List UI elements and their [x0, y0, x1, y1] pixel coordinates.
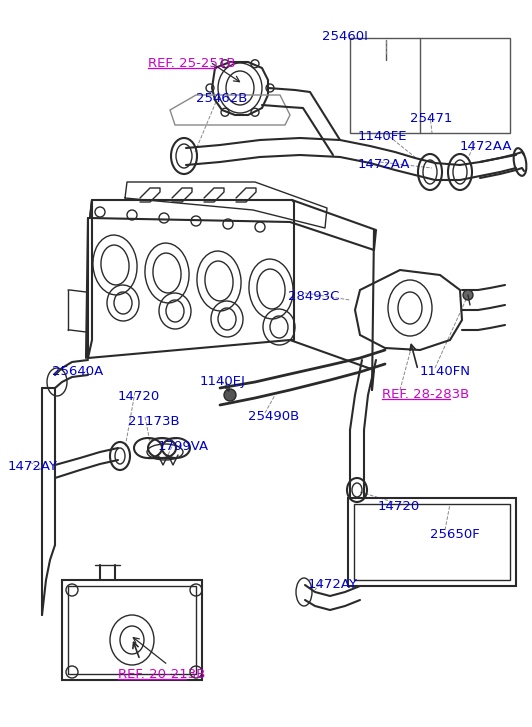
Text: 1472AA: 1472AA	[460, 140, 512, 153]
Text: 1140EJ: 1140EJ	[200, 375, 246, 388]
Text: 1140FE: 1140FE	[358, 130, 408, 143]
Text: REF. 20-213B: REF. 20-213B	[118, 668, 205, 681]
Text: 25640A: 25640A	[52, 365, 103, 378]
Text: 25460I: 25460I	[322, 30, 368, 43]
Text: 25462B: 25462B	[196, 92, 247, 105]
Bar	[354, 504, 510, 580]
Text: 1472AY: 1472AY	[8, 460, 58, 473]
Text: REF. 28-283B: REF. 28-283B	[382, 388, 469, 401]
Text: 14720: 14720	[378, 500, 420, 513]
Text: 1472AY: 1472AY	[308, 578, 358, 591]
Text: 1472AA: 1472AA	[358, 158, 411, 171]
Text: 1140FN: 1140FN	[420, 365, 471, 378]
Text: 28493C: 28493C	[288, 290, 339, 303]
Text: 14720: 14720	[118, 390, 160, 403]
Bar	[68, 586, 196, 674]
Text: 25490B: 25490B	[248, 410, 299, 423]
Bar	[348, 498, 516, 586]
Bar	[62, 580, 202, 680]
Text: REF. 25-251B: REF. 25-251B	[148, 57, 236, 70]
Text: 1799VA: 1799VA	[158, 440, 209, 453]
Text: 25650F: 25650F	[430, 528, 480, 541]
Text: 21173B: 21173B	[128, 415, 180, 428]
Ellipse shape	[463, 290, 473, 300]
Bar	[350, 38, 510, 133]
Ellipse shape	[224, 389, 236, 401]
Text: 25471: 25471	[410, 112, 452, 125]
